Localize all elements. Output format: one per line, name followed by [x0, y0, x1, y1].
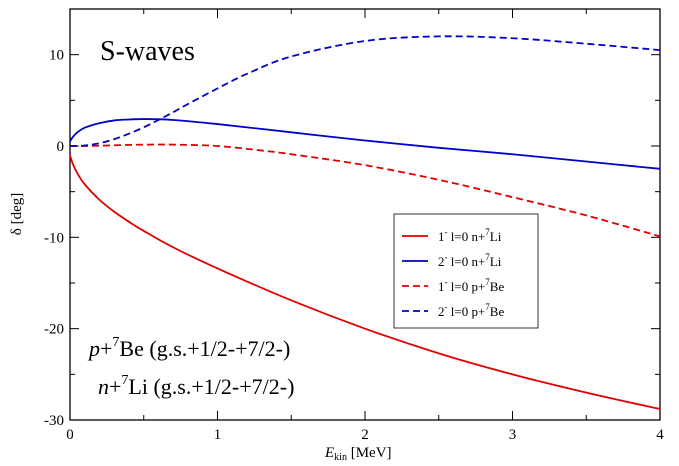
- series-line-1: [69, 154, 661, 410]
- series-layer: [69, 35, 661, 410]
- y-tick-label: -30: [44, 413, 64, 429]
- x-tick-label: 3: [509, 427, 517, 443]
- x-tick-label: 4: [656, 427, 664, 443]
- y-tick-label: -10: [44, 230, 64, 246]
- legend-label-2: 2- l=0 n+7Li: [438, 252, 502, 269]
- annotation-pbe: p+7Be (g.s.+1/2-+7/2-): [87, 335, 290, 361]
- series-line-2: [69, 118, 661, 170]
- panel-label: S-waves: [100, 36, 195, 67]
- x-axis-label: Ekin [MeV]: [324, 445, 392, 463]
- annotation-nli: n+7Li (g.s.+1/2-+7/2-): [98, 373, 294, 399]
- x-tick-label: 1: [214, 427, 222, 443]
- legend-label-3: 1- l=0 p+7Be: [438, 277, 504, 294]
- y-tick-label: -20: [44, 322, 64, 338]
- legend-label-4: 2- l=0 p+7Be: [438, 302, 504, 319]
- legend-box: [393, 213, 539, 329]
- y-tick-label: 10: [49, 48, 64, 64]
- y-tick-label: 0: [57, 139, 65, 155]
- x-tick-label: 2: [361, 427, 369, 443]
- series-line-4: [69, 35, 661, 147]
- axis-ticks: 0 1 2 3 4 -30 -20 -10 0 10: [44, 8, 664, 443]
- legend-label-1: 1- l=0 n+7Li: [438, 227, 502, 244]
- x-tick-label: 0: [66, 427, 74, 443]
- series-line-3: [69, 143, 661, 238]
- y-axis-label: δ [deg]: [9, 193, 25, 235]
- legend: 1- l=0 n+7Li 2- l=0 n+7Li 1- l=0 p+7Be 2- l…: [402, 227, 504, 319]
